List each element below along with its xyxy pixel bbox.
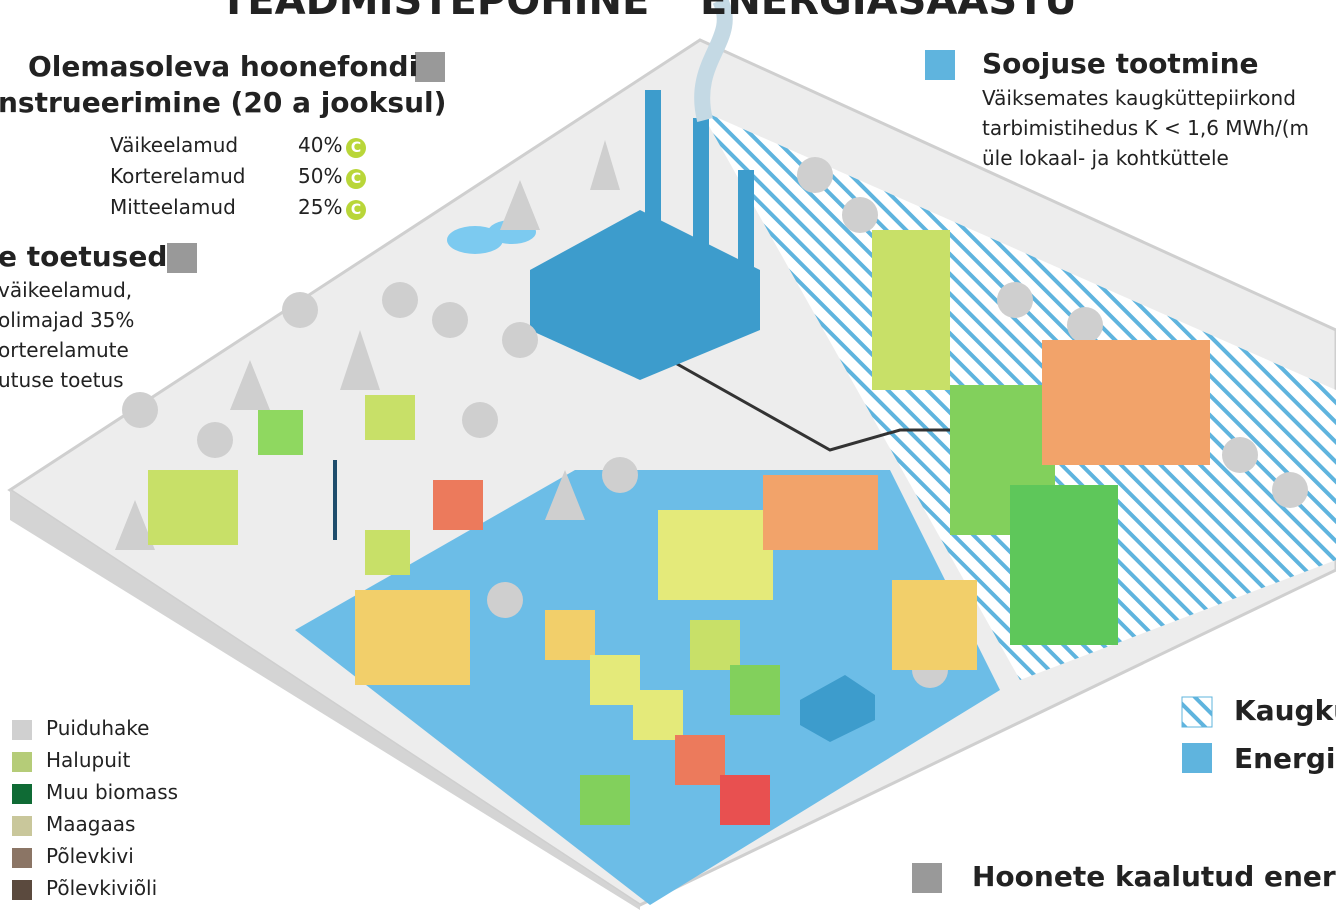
legend-item: Maagaas bbox=[12, 808, 178, 840]
icon-heat bbox=[925, 50, 955, 80]
icon-house bbox=[415, 52, 445, 82]
legend-label: Energia bbox=[1234, 742, 1336, 775]
legend-swatch bbox=[12, 784, 32, 804]
title: TEADMISTEPÕHINE bbox=[220, 0, 649, 24]
text-line: olimajad 35% bbox=[0, 305, 134, 335]
text-line: utuse toetus bbox=[0, 365, 134, 395]
fuel-legend: Puiduhake Halupuit Muu biomass Maagaas Põlev… bbox=[12, 712, 178, 904]
legend-item: Põlevkivi bbox=[12, 840, 178, 872]
row-value: 50% bbox=[298, 161, 346, 192]
legend-swatch bbox=[12, 848, 32, 868]
text-line: tarbimistihedus K < 1,6 MWh/(m bbox=[982, 113, 1309, 143]
icon-tools bbox=[167, 243, 197, 273]
class-badge: C bbox=[346, 200, 366, 220]
title: ENERGIASÄÄSTU bbox=[700, 0, 1077, 24]
legend-swatch bbox=[12, 816, 32, 836]
row-label: Mitteelamud bbox=[110, 192, 298, 223]
legend-label: Kaugkü bbox=[1234, 694, 1336, 727]
heading: e toetused bbox=[0, 240, 167, 273]
legend-swatch-blue bbox=[1182, 743, 1212, 773]
icon-building bbox=[912, 863, 942, 893]
heading: Olemasoleva hoonefondi bbox=[28, 50, 418, 83]
legend-label: Põlevkiviõli bbox=[46, 876, 157, 900]
class-badge: C bbox=[346, 138, 366, 158]
legend-item: Muu biomass bbox=[12, 776, 178, 808]
legend-swatch bbox=[12, 752, 32, 772]
row-value: 25% bbox=[298, 192, 346, 223]
legend-item: Põlevkiviõli bbox=[12, 872, 178, 904]
legend-label: Maagaas bbox=[46, 812, 135, 836]
legend-label: Puiduhake bbox=[46, 716, 149, 740]
infographic: TEADMISTEPÕHINE ENERGIASÄÄSTU Olemasolev… bbox=[0, 0, 1336, 910]
heading: Hoonete kaalutud energia bbox=[972, 860, 1336, 893]
row-value: 40% bbox=[298, 130, 346, 161]
legend-item: Halupuit bbox=[12, 744, 178, 776]
legend-swatch-hatch bbox=[1182, 697, 1212, 727]
legend-swatch bbox=[12, 720, 32, 740]
text-line: Väiksemates kaugküttepiirkond bbox=[982, 83, 1309, 113]
row-label: Väikeelamud bbox=[110, 130, 298, 161]
row-label: Korterelamud bbox=[110, 161, 298, 192]
legend-label: Põlevkivi bbox=[46, 844, 134, 868]
legend-item: Puiduhake bbox=[12, 712, 178, 744]
heading: Soojuse tootmine bbox=[982, 47, 1259, 80]
text-line: üle lokaal- ja kohtküttele bbox=[982, 143, 1309, 173]
text-line: väikeelamud, bbox=[0, 275, 134, 305]
class-badge: C bbox=[346, 169, 366, 189]
legend-label: Muu biomass bbox=[46, 780, 178, 804]
heading: nstrueerimine (20 a jooksul) bbox=[0, 86, 446, 119]
text-line: orterelamute bbox=[0, 335, 134, 365]
legend-label: Halupuit bbox=[46, 748, 130, 772]
legend-swatch bbox=[12, 880, 32, 900]
